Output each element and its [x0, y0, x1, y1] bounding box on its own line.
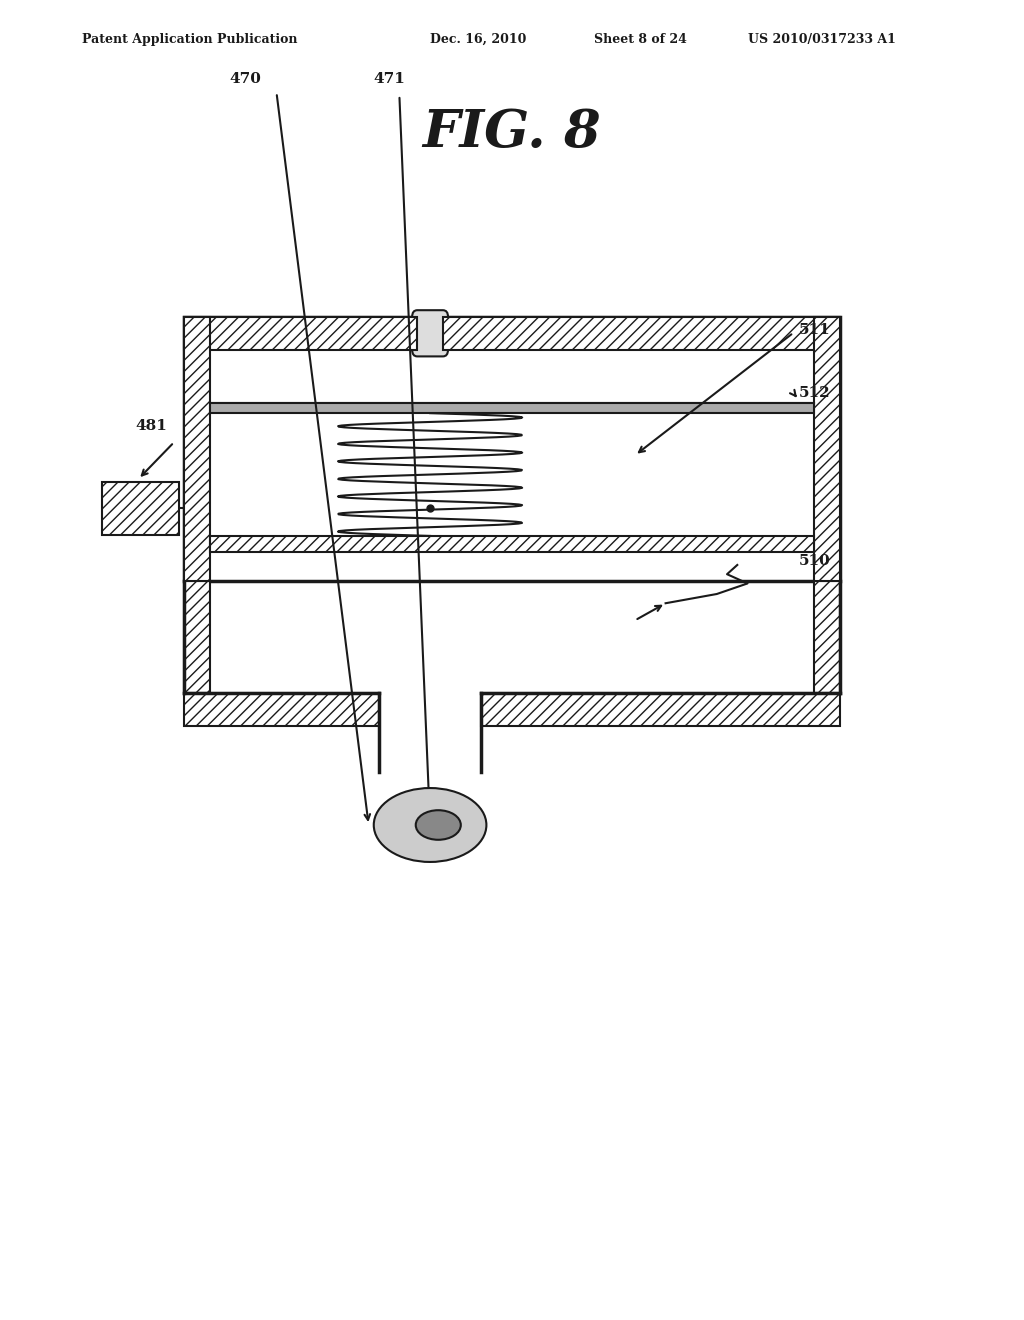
- Text: Patent Application Publication: Patent Application Publication: [82, 33, 297, 46]
- Bar: [184, 317, 210, 581]
- Text: 470: 470: [229, 71, 262, 86]
- Text: 471: 471: [373, 71, 406, 86]
- Ellipse shape: [374, 788, 486, 862]
- Bar: [102, 482, 179, 535]
- Bar: [814, 581, 840, 693]
- Bar: [481, 693, 840, 726]
- Text: Sheet 8 of 24: Sheet 8 of 24: [594, 33, 687, 46]
- Text: Dec. 16, 2010: Dec. 16, 2010: [430, 33, 526, 46]
- Bar: [210, 403, 814, 413]
- Bar: [184, 693, 379, 726]
- Text: FIG. 8: FIG. 8: [423, 107, 601, 157]
- Bar: [442, 317, 840, 350]
- Text: 481: 481: [135, 418, 168, 433]
- Text: 510: 510: [799, 554, 830, 568]
- Text: US 2010/0317233 A1: US 2010/0317233 A1: [748, 33, 895, 46]
- Bar: [210, 536, 814, 552]
- Bar: [184, 317, 418, 350]
- Bar: [814, 317, 840, 581]
- Text: 511: 511: [799, 323, 830, 337]
- Bar: [184, 317, 840, 581]
- Text: 512: 512: [799, 387, 830, 400]
- FancyBboxPatch shape: [412, 310, 449, 356]
- Bar: [184, 581, 210, 693]
- Ellipse shape: [416, 810, 461, 840]
